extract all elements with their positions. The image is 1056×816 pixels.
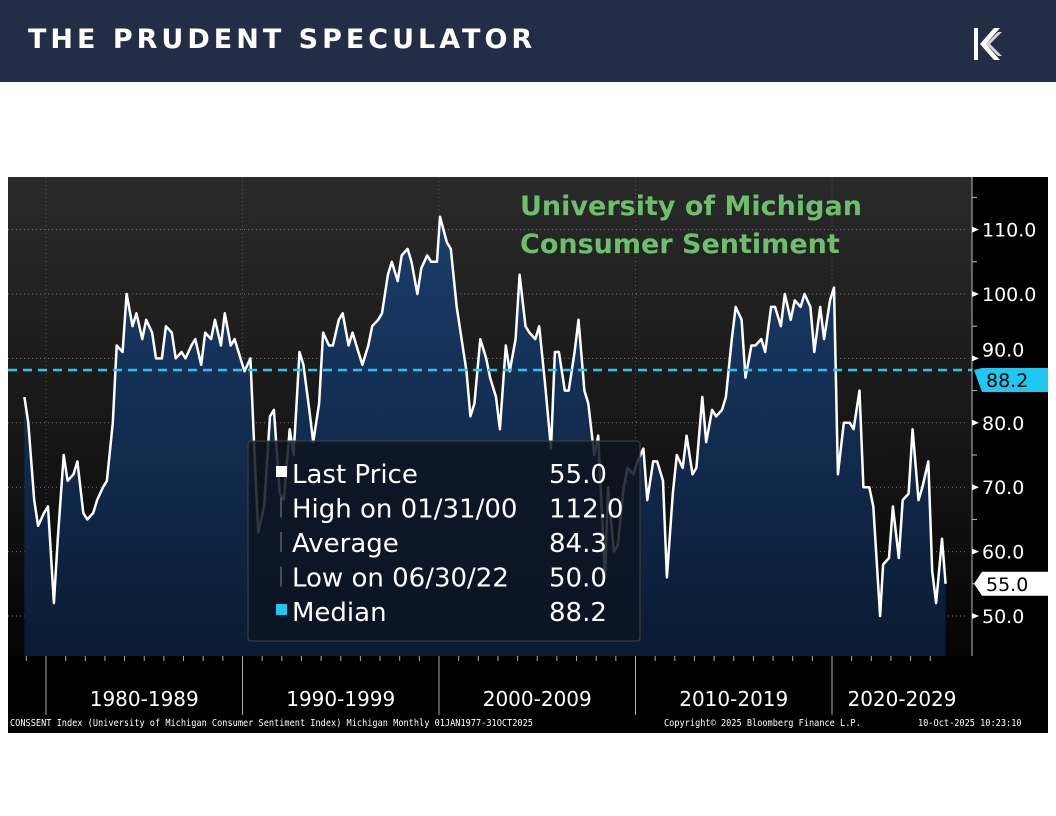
legend-value: 55.0 <box>549 460 607 490</box>
median-tag-label: 88.2 <box>986 370 1028 392</box>
last-price-tag: 55.0 <box>974 571 1048 596</box>
legend-label: Average <box>292 529 399 559</box>
sentiment-chart: 50.0 60.0 70.0 80.0 90.0 100.0 110.0 1980-1989… <box>8 177 1048 733</box>
y-tick <box>972 548 979 555</box>
legend-label: Low on 06/30/22 <box>292 564 509 594</box>
y-tick <box>972 484 979 491</box>
legend-value: 84.3 <box>549 529 607 559</box>
legend-value: 88.2 <box>549 598 607 628</box>
title-line-1: University of Michigan <box>520 191 862 222</box>
footer-copyright: Copyright© 2025 Bloomberg Finance L.P. <box>664 718 861 729</box>
footer-source: CONSSENT Index (University of Michigan C… <box>10 718 533 729</box>
chart-title: University of Michigan Consumer Sentimen… <box>520 191 862 260</box>
y-tick-label: 80.0 <box>982 413 1024 435</box>
brand-title: THE PRUDENT SPECULATOR <box>28 24 537 55</box>
y-tick-label: 110.0 <box>982 220 1036 242</box>
y-tick-label: 100.0 <box>982 284 1036 306</box>
legend-box: Last Price 55.0 High on 01/31/00 112.0 Avera… <box>247 440 641 642</box>
legend-value: 50.0 <box>549 564 607 594</box>
footer: CONSSENT Index (University of Michigan C… <box>8 715 1048 733</box>
y-tick-label: 60.0 <box>982 542 1024 564</box>
median-marker-icon <box>276 604 287 615</box>
x-tick-label: 1990-1999 <box>286 687 395 711</box>
y-tick-label: 90.0 <box>982 339 1024 361</box>
k-arrow-logo-icon <box>974 28 1002 60</box>
footer-timestamp: 10-Oct-2025 10:23:10 <box>918 718 1022 729</box>
chart-svg: 50.0 60.0 70.0 80.0 90.0 100.0 110.0 1980-1989… <box>8 177 1048 715</box>
y-tick <box>972 291 979 297</box>
x-tick-label: 2020-2029 <box>847 687 956 711</box>
x-tick-label: 2000-2009 <box>483 687 592 711</box>
y-tick <box>972 613 979 619</box>
x-tick-label: 1980-1989 <box>90 687 199 711</box>
y-tick <box>972 355 979 362</box>
title-line-2: Consumer Sentiment <box>520 229 840 260</box>
y-tick <box>972 226 979 233</box>
header-bar: THE PRUDENT SPECULATOR <box>0 0 1056 82</box>
median-tag: 88.2 <box>974 367 1048 392</box>
series-line <box>23 215 947 618</box>
legend-value: 112.0 <box>549 495 623 525</box>
last-price-tag-label: 55.0 <box>986 574 1028 596</box>
y-tick-label: 70.0 <box>982 477 1024 499</box>
x-tick-label: 2010-2019 <box>679 687 788 711</box>
legend-label: Last Price <box>292 460 418 490</box>
y-tick <box>972 419 979 426</box>
legend-label: Median <box>292 598 387 628</box>
legend-label: High on 01/31/00 <box>292 495 517 525</box>
y-tick-label: 50.0 <box>982 606 1024 628</box>
last-price-marker-icon <box>276 466 287 477</box>
